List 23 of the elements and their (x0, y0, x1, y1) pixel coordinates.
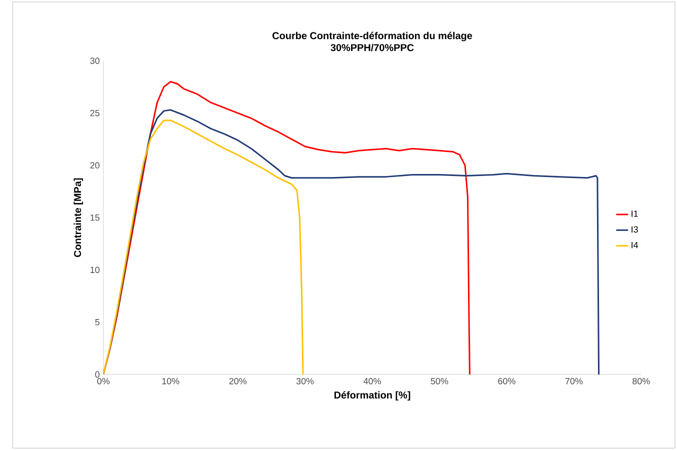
y-tick-label: 5 (95, 318, 100, 326)
y-tick-label: 20 (90, 162, 100, 168)
y-tick-label: 10 (90, 266, 100, 273)
line-series (103, 120, 304, 374)
x-tick-label: 0% (97, 378, 110, 384)
chart-title: Courbe Contrainte-déformation du mélage 30%PPH/70%PPC (272, 32, 472, 52)
y-tick-label: 0 (95, 371, 100, 378)
x-tick-label: 20% (229, 378, 246, 384)
legend-label: I4 (632, 242, 638, 248)
x-tick-label: 60% (498, 378, 516, 384)
x-tick-label: 70% (565, 378, 583, 384)
y-axis-title: Contrainte [MPa] (74, 178, 84, 257)
x-axis-title: Déformation [%] (334, 391, 410, 400)
x-tick-label: 80% (632, 378, 650, 384)
x-tick-label: 10% (162, 378, 180, 384)
legend-label: I3 (632, 226, 638, 233)
x-tick-label: 30% (296, 378, 314, 384)
legend-label: I1 (632, 210, 638, 217)
x-tick-label: 50% (430, 378, 448, 384)
y-tick-label: 25 (90, 110, 100, 116)
y-tick-label: 15 (90, 214, 100, 221)
y-tick-label: 30 (90, 58, 100, 64)
x-tick-label: 40% (363, 378, 381, 384)
